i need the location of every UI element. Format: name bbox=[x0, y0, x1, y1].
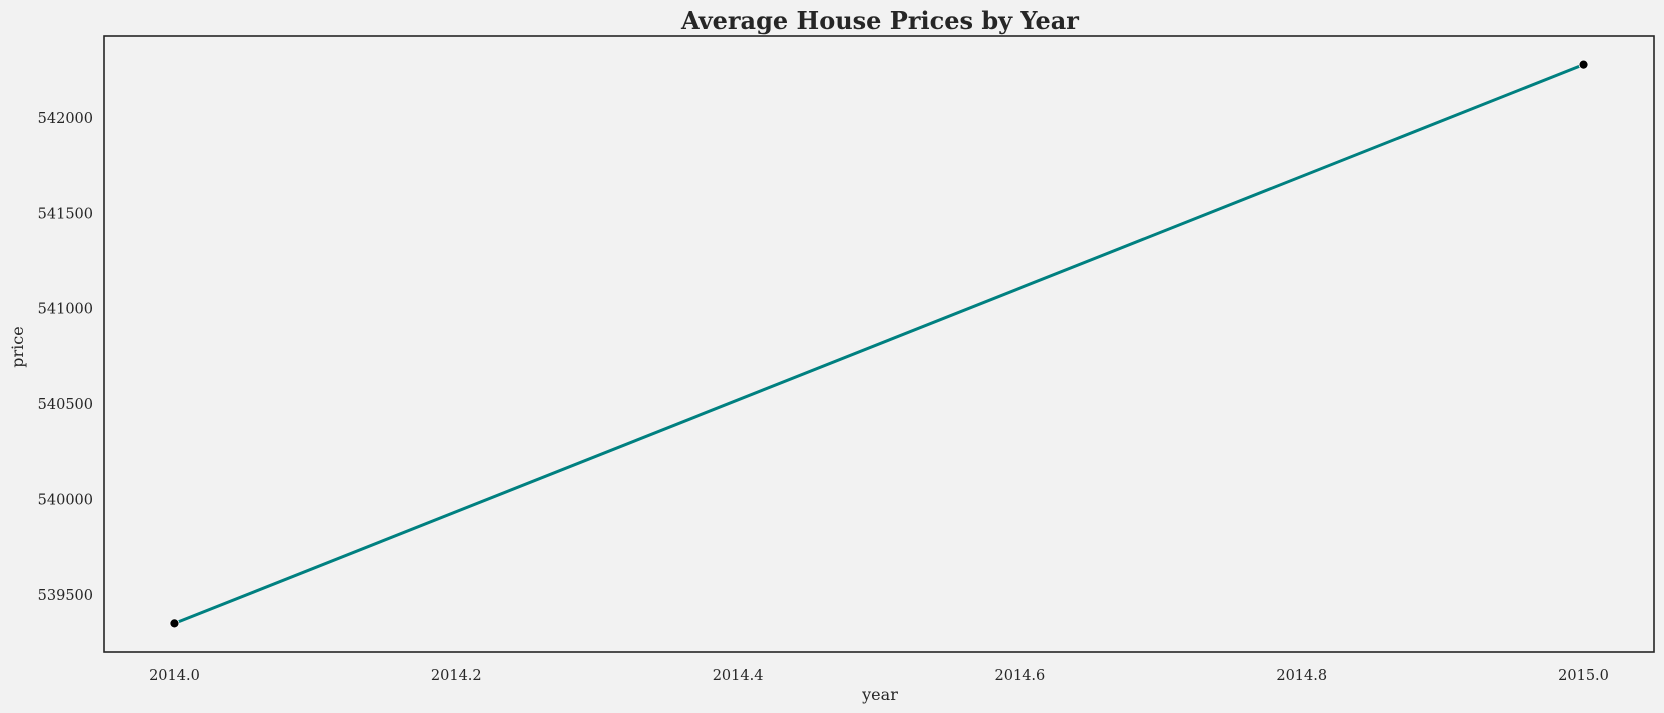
x-axis-ticks: 2014.0 2014.2 2014.4 2014.6 2014.8 2015.0 bbox=[149, 668, 1609, 684]
x-tick-label: 2015.0 bbox=[1558, 668, 1609, 684]
y-axis-label: price bbox=[8, 326, 27, 367]
plot-frame bbox=[103, 35, 1655, 653]
chart-title: Average House Prices by Year bbox=[680, 6, 1079, 35]
y-tick-label: 541500 bbox=[38, 206, 93, 222]
x-axis-label: year bbox=[861, 685, 898, 704]
x-tick-label: 2014.6 bbox=[995, 668, 1046, 684]
y-tick-label: 540000 bbox=[38, 492, 93, 508]
x-tick-label: 2014.8 bbox=[1276, 668, 1327, 684]
data-point bbox=[1578, 59, 1589, 70]
y-tick-label: 541000 bbox=[38, 302, 93, 318]
y-tick-label: 539500 bbox=[38, 588, 93, 604]
x-tick-label: 2014.0 bbox=[149, 668, 200, 684]
plot-area bbox=[169, 59, 1589, 629]
y-tick-label: 542000 bbox=[38, 111, 93, 127]
x-tick-label: 2014.4 bbox=[713, 668, 764, 684]
x-tick-label: 2014.2 bbox=[431, 668, 482, 684]
y-axis-ticks: 539500 540000 540500 541000 541500 542000 bbox=[38, 111, 93, 604]
data-point bbox=[169, 618, 180, 629]
y-tick-label: 540500 bbox=[38, 397, 93, 413]
series-line-price bbox=[172, 63, 1586, 625]
